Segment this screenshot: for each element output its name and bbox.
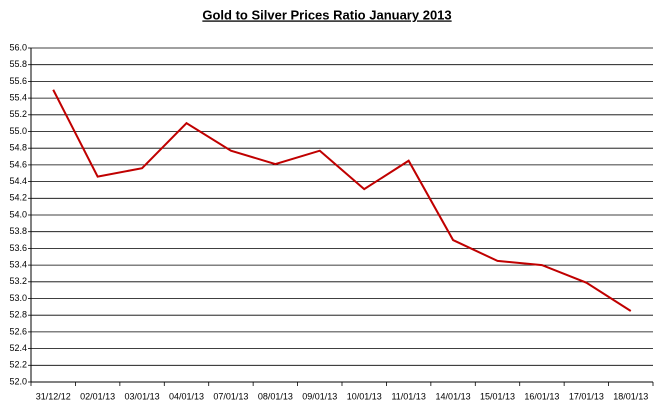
x-tick-label: 16/01/13 bbox=[524, 391, 559, 401]
y-tick-label: 55.6 bbox=[9, 76, 27, 86]
x-tick-label: 10/01/13 bbox=[347, 391, 382, 401]
y-tick-label: 53.2 bbox=[9, 276, 27, 286]
y-tick-label: 56.0 bbox=[9, 42, 27, 52]
x-tick-label: 08/01/13 bbox=[258, 391, 293, 401]
y-tick-label: 54.4 bbox=[9, 176, 27, 186]
y-tick-label: 55.2 bbox=[9, 109, 27, 119]
y-tick-label: 52.4 bbox=[9, 343, 27, 353]
x-tick-label: 14/01/13 bbox=[436, 391, 471, 401]
x-tick-label: 03/01/13 bbox=[125, 391, 160, 401]
x-tick-label: 04/01/13 bbox=[169, 391, 204, 401]
y-tick-label: 54.2 bbox=[9, 193, 27, 203]
y-tick-label: 54.0 bbox=[9, 209, 27, 219]
x-tick-label: 09/01/13 bbox=[302, 391, 337, 401]
x-tick-label: 02/01/13 bbox=[80, 391, 115, 401]
chart-title: Gold to Silver Prices Ratio January 2013 bbox=[202, 7, 451, 22]
x-tick-label: 07/01/13 bbox=[213, 391, 248, 401]
y-tick-label: 52.8 bbox=[9, 310, 27, 320]
x-tick-label: 11/01/13 bbox=[391, 391, 425, 401]
y-tick-label: 54.6 bbox=[9, 159, 27, 169]
y-tick-label: 53.6 bbox=[9, 243, 27, 253]
x-tick-label: 15/01/13 bbox=[480, 391, 515, 401]
y-tick-label: 54.8 bbox=[9, 143, 27, 153]
y-tick-label: 53.4 bbox=[9, 259, 27, 269]
y-tick-label: 55.8 bbox=[9, 59, 27, 69]
y-tick-label: 53.0 bbox=[9, 293, 27, 303]
y-tick-label: 52.2 bbox=[9, 360, 27, 370]
y-tick-label: 55.4 bbox=[9, 92, 27, 102]
x-tick-label: 17/01/13 bbox=[569, 391, 604, 401]
y-tick-label: 52.0 bbox=[9, 376, 27, 386]
data-line bbox=[52, 89, 632, 312]
x-tick-label: 18/01/13 bbox=[613, 391, 648, 401]
y-tick-label: 52.6 bbox=[9, 326, 27, 336]
y-tick-label: 55.0 bbox=[9, 126, 27, 136]
y-tick-label: 53.8 bbox=[9, 226, 27, 236]
x-tick-label: 31/12/12 bbox=[36, 391, 71, 401]
